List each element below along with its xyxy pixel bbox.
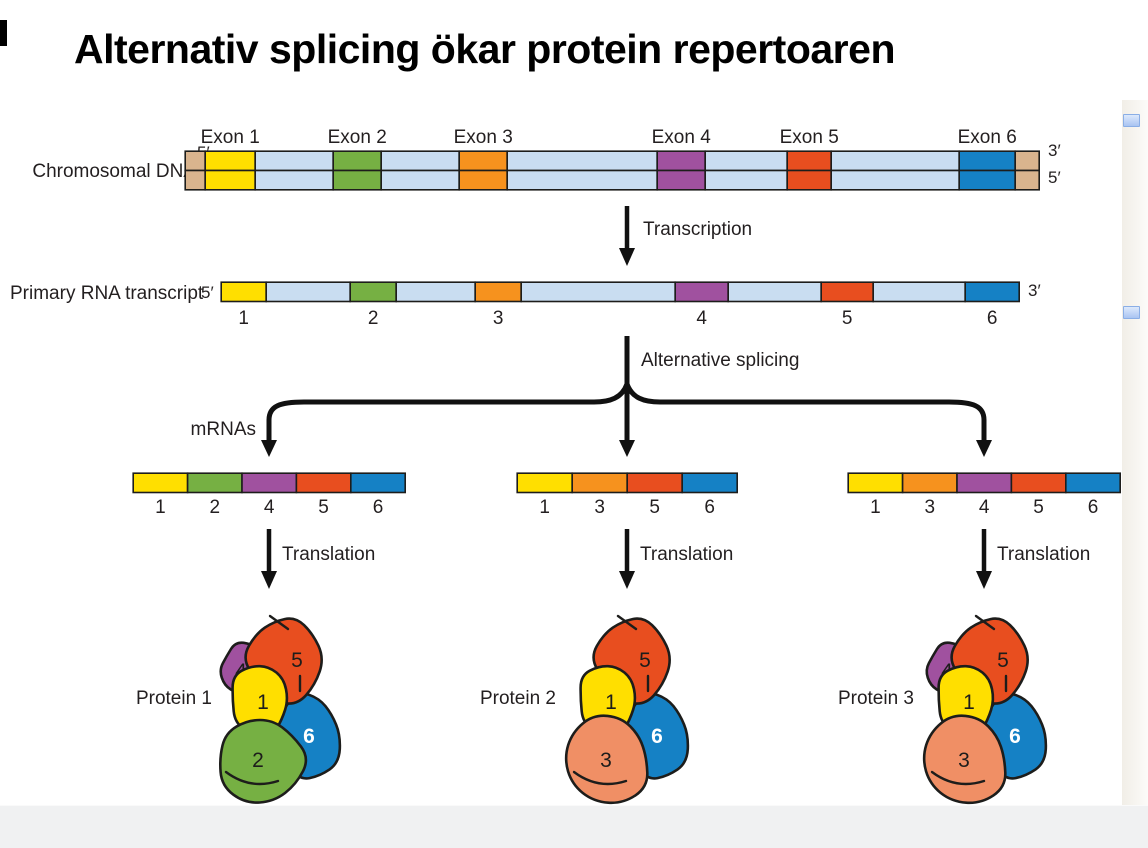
slide-title: Alternativ splicing ökar protein reperto… bbox=[74, 26, 895, 72]
primary-transcript-bar bbox=[220, 281, 1021, 303]
mrna-1-bar bbox=[132, 472, 407, 494]
mrna-exon-number: 1 bbox=[870, 497, 881, 518]
margin-marker-top[interactable] bbox=[1123, 114, 1140, 127]
exon-label: Exon 5 bbox=[779, 127, 839, 148]
mrna-exon-number: 6 bbox=[704, 497, 715, 518]
protein-subunit-number: 1 bbox=[257, 691, 269, 714]
translation-label-2: Translation bbox=[640, 544, 734, 565]
alternative-splicing-label: Alternative splicing bbox=[641, 350, 800, 371]
exon-label: Exon 4 bbox=[651, 127, 711, 148]
chromosomal-dna-label: Chromosomal DNA bbox=[32, 161, 196, 182]
rna-exon-number: 6 bbox=[986, 308, 998, 329]
mrna-exon-number: 1 bbox=[155, 497, 166, 518]
mrna-exon-number: 6 bbox=[372, 497, 384, 518]
rna-exon-number: 1 bbox=[238, 308, 249, 329]
protein-subunit-number: 1 bbox=[963, 691, 975, 714]
mrna-exon-number: 4 bbox=[263, 497, 275, 518]
mrna-exon-number: 5 bbox=[649, 497, 660, 518]
protein-subunit-number: 5 bbox=[997, 649, 1009, 672]
protein-subunit-number: 2 bbox=[252, 749, 264, 772]
protein-subunit-number: 3 bbox=[600, 749, 612, 772]
protein-subunit-number: 3 bbox=[958, 749, 970, 772]
blob-crease bbox=[572, 770, 628, 786]
alternative-splicing-branch bbox=[261, 336, 992, 457]
rna-5prime: 5′ bbox=[201, 283, 214, 302]
margin-marker-mid[interactable] bbox=[1123, 306, 1140, 319]
protein-3-label: Protein 3 bbox=[837, 688, 914, 709]
dna-5prime-right: 5′ bbox=[1048, 168, 1061, 187]
exon-label: Exon 3 bbox=[453, 127, 513, 148]
protein-2-label: Protein 2 bbox=[479, 688, 556, 709]
rna-exon-number: 5 bbox=[841, 308, 853, 329]
mrna-exon-number: 2 bbox=[209, 497, 221, 518]
protein-3-structure: 46513 bbox=[922, 614, 1048, 805]
mrna-exon-number: 3 bbox=[594, 497, 605, 518]
mrna-exon-number: 1 bbox=[539, 497, 550, 518]
blob-crease bbox=[224, 770, 280, 786]
mrna-exon-number: 5 bbox=[318, 497, 329, 518]
protein-subunit-number: 1 bbox=[605, 691, 617, 714]
blob-crease bbox=[616, 614, 638, 631]
protein-1-label: Protein 1 bbox=[135, 688, 212, 709]
exon-label: Exon 6 bbox=[957, 127, 1017, 148]
protein-subunit-number: 6 bbox=[303, 725, 315, 748]
rna-exon-number: 3 bbox=[492, 308, 504, 329]
protein-subunit-number: 5 bbox=[639, 649, 651, 672]
blob-crease bbox=[930, 770, 986, 786]
protein-subunit-number: 6 bbox=[1009, 725, 1021, 748]
mrna-exon-number: 3 bbox=[924, 497, 936, 518]
dna-3prime-right: 3′ bbox=[1048, 141, 1061, 160]
exon-label: Exon 1 bbox=[200, 127, 260, 148]
protein-2-structure: 6 51 3 bbox=[564, 614, 690, 805]
rna-3prime: 3′ bbox=[1028, 281, 1041, 300]
protein-subunit-number: 5 bbox=[291, 649, 303, 672]
bottom-strip bbox=[0, 805, 1148, 848]
mrna-3-bar bbox=[847, 472, 1122, 494]
corner-artifact bbox=[0, 20, 7, 46]
transcription-label: Transcription bbox=[643, 219, 753, 240]
right-margin-strip bbox=[1122, 100, 1148, 806]
blob-crease bbox=[974, 614, 996, 631]
primary-transcript-label: Primary RNA transcript bbox=[10, 283, 204, 304]
translation-label-1: Translation bbox=[282, 544, 376, 565]
protein-subunit-number: 6 bbox=[651, 725, 663, 748]
blob-crease bbox=[268, 614, 290, 631]
mrna-2-bar bbox=[516, 472, 738, 494]
mrna-exon-number: 5 bbox=[1033, 497, 1044, 518]
transcription-arrow bbox=[619, 206, 635, 266]
translation-label-3: Translation bbox=[997, 544, 1091, 565]
mrna-exon-number: 6 bbox=[1087, 497, 1099, 518]
rna-exon-number: 4 bbox=[696, 308, 707, 329]
mrnas-label: mRNAs bbox=[190, 419, 256, 440]
mrna-exon-number: 4 bbox=[978, 497, 990, 518]
rna-exon-number: 2 bbox=[367, 308, 379, 329]
exon-label: Exon 2 bbox=[327, 127, 387, 148]
chromosomal-dna-bar bbox=[184, 150, 1041, 191]
protein-1-structure: 46512 bbox=[219, 614, 342, 804]
